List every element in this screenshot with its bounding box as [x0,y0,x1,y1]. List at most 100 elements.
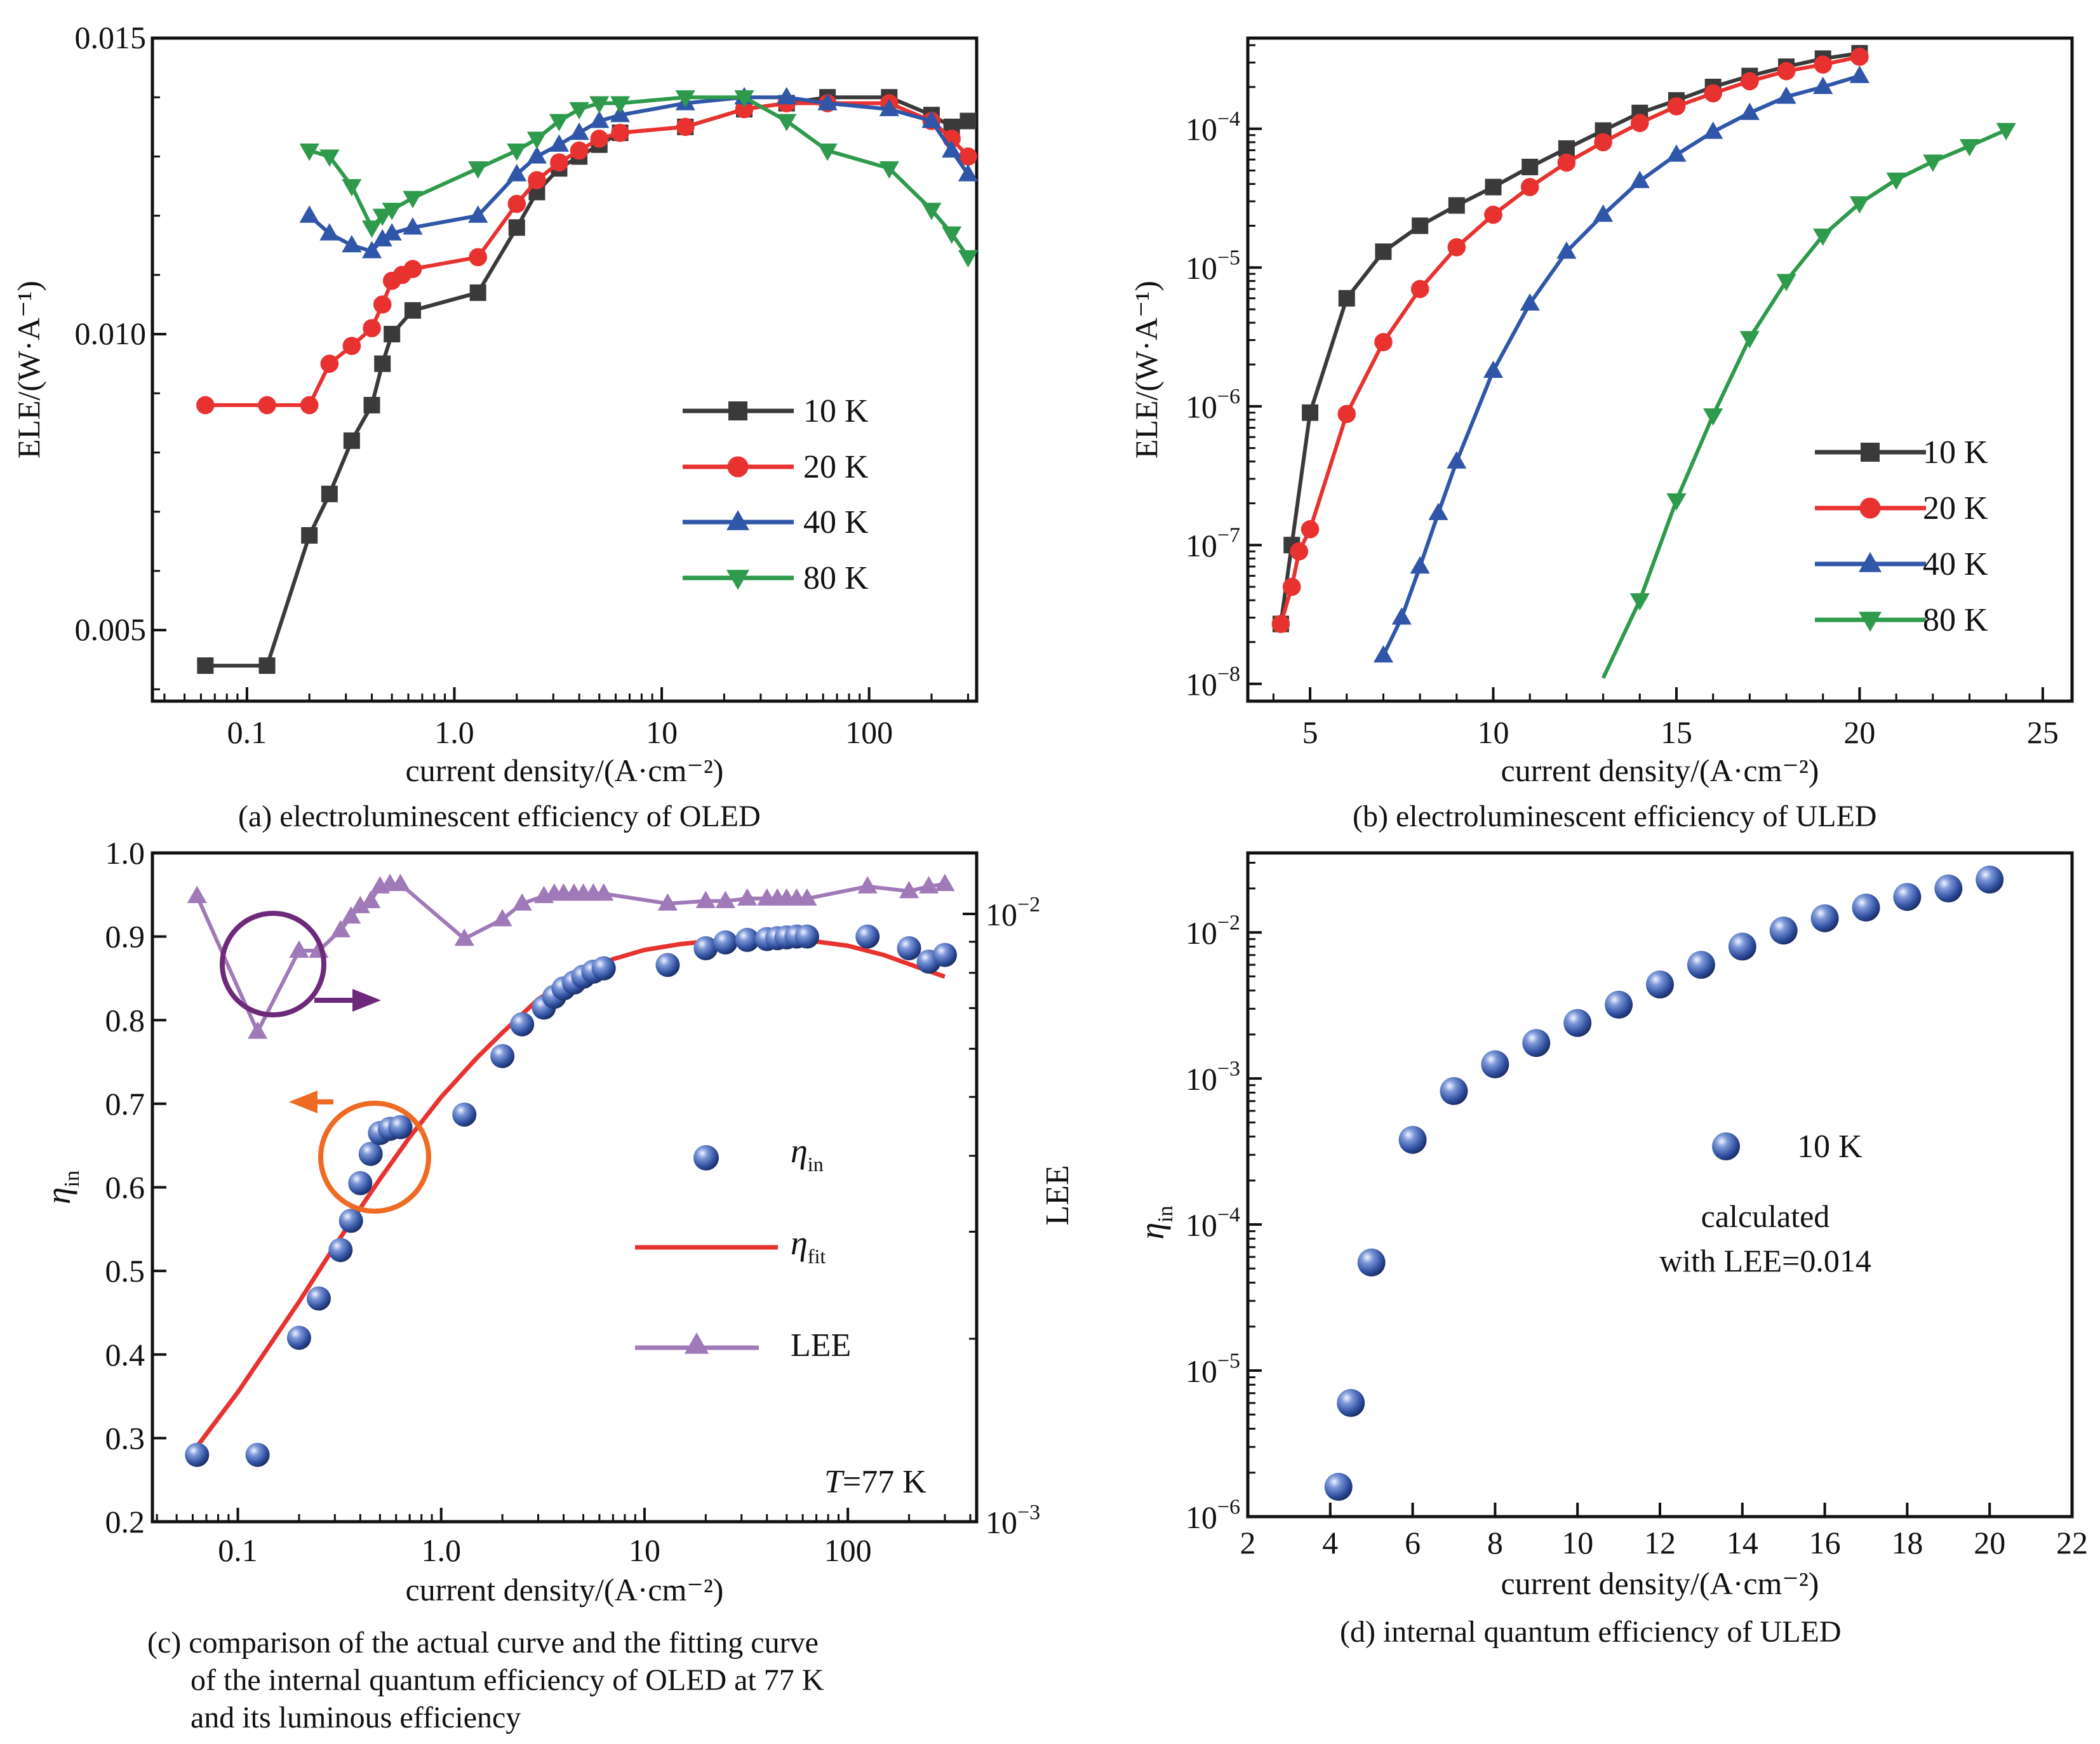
annotation-note-d-line1: calculated [1701,1198,1830,1234]
data-marker-a-2 [299,205,319,223]
data-marker-c-eta-in [510,1012,535,1036]
x-tick-label-a: 100 [845,714,893,750]
data-marker-a-0 [258,657,276,674]
data-marker-a-1 [570,141,589,160]
y-tick-label-c: 1.0 [105,835,145,871]
data-marker-c-eta-in [452,1102,477,1127]
x-tick-label-d: 12 [1644,1525,1676,1560]
data-marker-b-3 [1776,274,1796,292]
data-marker-b-2 [1703,121,1723,139]
chart-panel-b: 5 10 15 20 25 10−8 10−7 10−6 10−5 10−4 current den… [1128,36,2074,788]
data-marker-d [1728,932,1756,961]
data-marker-a-1 [469,248,487,267]
data-marker-a-1 [959,147,977,166]
chart-panel-a: 0.1 1.0 10 100 0.005 0.010 0.015 current densit… [11,20,979,788]
data-marker-c-lee [454,928,474,946]
y2-tick-label-c: 10−2 [986,893,1040,932]
legend-label-a-2: 40 K [803,504,869,540]
legend-marker-a-1 [727,456,749,478]
x-tick-label-d: 14 [1727,1525,1758,1560]
caption-d: (d) internal quantum efficiency of ULED [1340,1615,1842,1649]
plot-frame-d [1246,851,2074,1519]
data-marker-b-1 [1447,238,1466,257]
legend-marker-c-eta-in [693,1145,719,1170]
data-marker-a-0 [404,302,421,319]
data-marker-a-0 [960,112,977,130]
data-marker-b-0 [1521,158,1539,175]
annotation-arrow-head-c-eta [289,1090,318,1113]
x-axis-label-d: current density/(A·cm⁻²) [1501,1566,1819,1601]
data-marker-b-2 [1556,241,1577,259]
x-tick-label-c: 1.0 [422,1533,462,1568]
x-tick-label-b: 10 [1478,714,1509,750]
data-marker-a-2 [468,205,488,223]
data-marker-c-lee [187,885,207,903]
legend-label-c-fit: ηfit [791,1224,826,1268]
x-tick-label-d: 18 [1891,1525,1923,1560]
data-marker-a-3 [468,161,488,179]
data-marker-a-3 [921,203,942,220]
data-marker-d [1440,1077,1468,1105]
data-marker-a-1 [550,153,568,172]
data-marker-c-eta-in [338,1209,363,1233]
y-tick-label-c: 0.6 [105,1170,145,1205]
data-marker-c-lee [361,890,381,908]
data-marker-a-3 [507,144,527,161]
x-tick-label-c: 100 [824,1533,872,1568]
data-marker-a-1 [373,295,392,314]
data-marker-a-0 [343,432,360,449]
legend-marker-b-2 [1859,552,1882,572]
data-marker-a-3 [372,208,392,226]
data-marker-b-1 [1271,615,1290,633]
data-marker-a-0 [469,284,486,301]
data-marker-a-0 [363,396,380,413]
data-marker-b-1 [1814,55,1833,74]
legend-label-b-2: 40 K [1923,546,1988,582]
x-axis-label-b: current density/(A·cm⁻²) [1501,753,1819,788]
legend-label-a-1: 20 K [803,449,869,485]
data-marker-a-1 [300,396,319,415]
data-marker-b-2 [1849,65,1870,83]
data-marker-b-2 [1428,502,1448,520]
data-marker-a-1 [342,337,361,356]
data-marker-a-1 [363,319,381,338]
data-marker-b-3 [1959,138,1980,157]
caption-c-line2: of the internal quantum efficiency of OL… [191,1663,824,1697]
data-marker-a-2 [403,217,423,235]
data-marker-b-1 [1850,48,1869,66]
x-tick-label-d: 4 [1322,1525,1338,1560]
data-marker-a-1 [403,260,422,278]
legend-label-b-0: 10 K [1923,434,1988,471]
x-tick-label-a: 10 [646,714,678,750]
legend-marker-c-lee [684,1332,709,1354]
data-marker-a-2 [319,223,340,241]
data-marker-c-lee [350,895,370,913]
data-marker-b-3 [1666,493,1687,511]
data-marker-c-eta-in [794,924,819,949]
data-marker-b-2 [1739,102,1760,120]
legend-label-c-eta-in: ηin [791,1132,824,1176]
series-line-a-0 [205,95,969,668]
data-marker-a-1 [590,130,609,148]
data-marker-c-lee [492,909,512,927]
data-marker-c-eta-in [328,1238,353,1263]
data-marker-b-0 [1412,217,1429,234]
data-marker-b-1 [1520,178,1539,196]
legend-label-b-1: 20 K [1923,490,1988,527]
data-marker-b-1 [1484,205,1502,224]
y-tick-label-d: 10−5 [1186,1350,1240,1390]
data-marker-a-2 [526,146,547,164]
data-marker-b-3 [1923,154,1943,172]
data-marker-c-lee [857,876,878,894]
data-marker-c-lee [715,890,735,908]
data-marker-c-lee [797,888,817,906]
x-tick-label-d: 2 [1240,1525,1256,1560]
x-tick-label-c: 0.1 [218,1533,258,1568]
y-tick-label-c: 0.8 [105,1002,145,1038]
chart-panel-d: 2 4 6 8 10 12 14 16 18 20 22 10−6 10−5 10−4 10−3 10−2 cu… [1133,851,2088,1601]
series-line-c-fit [195,937,946,1448]
y2-axis-label-c: LEE [1040,1165,1076,1225]
x-tick-label-d: 8 [1487,1525,1503,1560]
data-marker-c-lee [737,888,758,906]
data-marker-b-0 [1338,290,1355,307]
